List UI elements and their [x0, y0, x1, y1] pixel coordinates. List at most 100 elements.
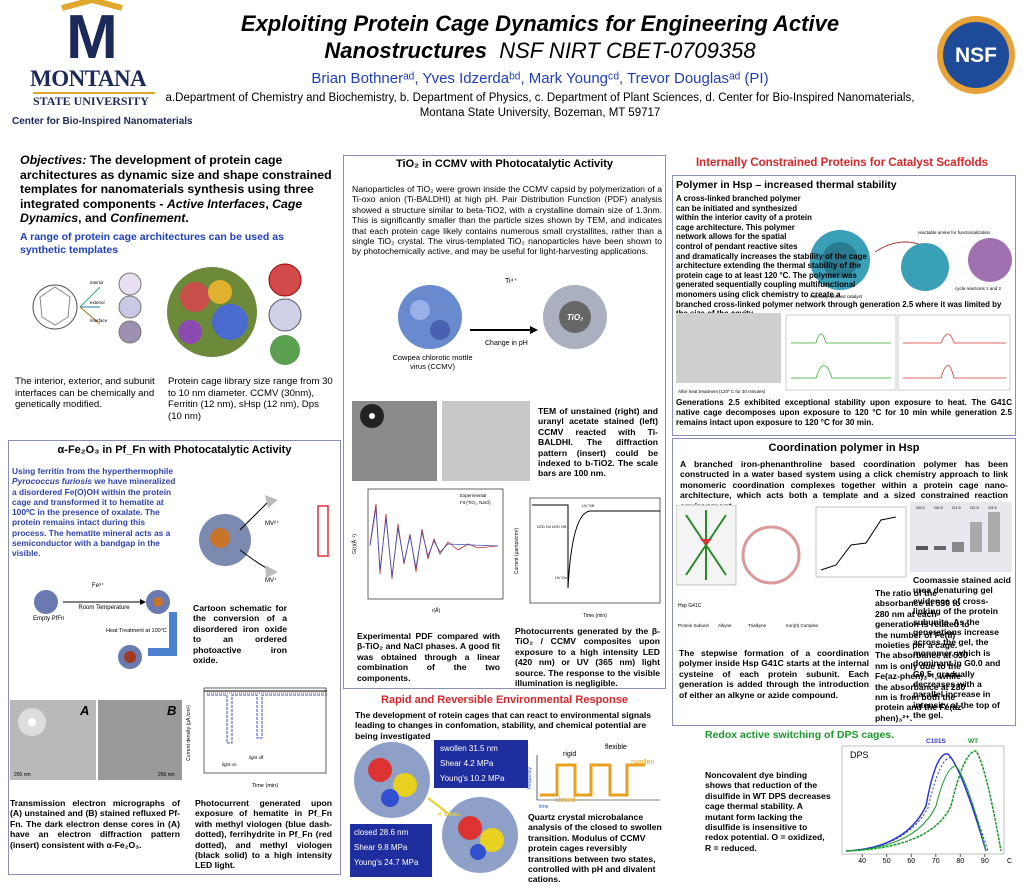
redox-text: Noncovalent dye binding shows that reduc… [705, 770, 831, 853]
fig-label: exterior [90, 300, 106, 305]
fe-tem: A B 200 nm 200 nm [10, 700, 182, 780]
tio2-scheme: Ti⁴⁺ Change in pH TiO₂ Cowpea chlorotic … [392, 278, 607, 371]
text: . [185, 211, 189, 226]
text: Cage Dynamics [20, 196, 303, 226]
affiliations: a.Department of Chemistry and Biochemist… [165, 92, 915, 119]
x-tick-label: 80 [956, 858, 964, 865]
fig-label: A [79, 703, 89, 718]
fig-label: flexible [605, 744, 627, 751]
tio2-text: Nanoparticles of TiO₂ were grown inside … [352, 184, 662, 257]
caption: The stepwise formation of a coordination… [679, 648, 869, 700]
fig-label: Hsp G41C [678, 603, 702, 609]
caption: Photocurrent generated upon exposure of … [195, 798, 332, 871]
logo-art: M [61, 0, 123, 72]
section-title: Internally Constrained Proteins for Cata… [695, 157, 989, 169]
panel-title: TiO₂ in CCMV with Photocatalytic Activit… [396, 158, 613, 170]
title: Exploiting Protein Cage Dynamics for Eng… [240, 11, 840, 63]
fig-label: < 1 sec. [438, 811, 462, 818]
fig-label: interface [90, 318, 108, 323]
logo-name: MONTANA [30, 66, 147, 91]
caption: Transmission electron micrographs of (A)… [10, 798, 180, 850]
legend-entry: Fit (TiO₂, NaCl) [460, 500, 491, 505]
fig-label: Iron(II) Complex [786, 623, 819, 628]
figure-space [876, 250, 1012, 298]
fig-label: swollen 31.5 nm [440, 744, 498, 753]
fig-label: Change in pH [485, 340, 528, 347]
axis-label: time [539, 804, 549, 810]
lane-label: G2.5 [970, 505, 979, 510]
fig-label: UV On [555, 575, 567, 580]
lane-label: G0.0 [916, 505, 925, 510]
fig-label: Ti⁴⁺ [505, 278, 518, 285]
section-title: Redox active switching of DPS cages. [705, 729, 895, 741]
fig-label: Shear 4.2 MPa [440, 759, 494, 768]
caption: Coomassie stained acid urea denaturing g… [913, 575, 1011, 721]
cage-library-figure: interior exterior interface [32, 263, 302, 365]
x-tick-label: 50 [883, 858, 891, 865]
objectives-lead: Objectives: [20, 153, 87, 167]
fig-label: Shear 9.8 MPa [354, 843, 408, 852]
tio2-photocurrent: LED On LED Off UV On UV Off Current (μam… [514, 497, 661, 619]
fig-label: MV²⁺ [265, 520, 279, 527]
fig-label: closed [555, 797, 575, 804]
panel-title: Coordination polymer in Hsp [768, 442, 920, 454]
axis-label: Current density (μA /cm²) [186, 705, 192, 761]
fig-label: light on [222, 762, 237, 767]
tio2-panel [343, 155, 666, 689]
rapid-figure: swollen 31.5 nm Shear 4.2 MPa Young's 10… [350, 740, 528, 877]
lane-label: G1.5 [952, 505, 961, 510]
logo: M MONTANA STATE UNIVERSITY Center for Bi… [0, 0, 193, 130]
fig-label: Protein Subunit [678, 623, 710, 628]
caption: Generations 2.5 exhibited exceptional st… [676, 398, 1012, 427]
rapid-text: The development of rotein cages that can… [355, 710, 652, 741]
internal-text: A cross-linked branched polymer can be i… [676, 194, 1012, 319]
caption: Cartoon schematic for the conversion of … [193, 603, 287, 666]
text: The development of protein cage architec… [20, 153, 332, 211]
fig-label: swollen [631, 759, 654, 766]
logo-sub: STATE UNIVERSITY [33, 92, 155, 109]
fig-label: light off [249, 755, 264, 760]
text: Active Interfaces [166, 196, 266, 211]
fig-label: LED On [537, 524, 551, 529]
fig-label: Empty PfFn [33, 616, 64, 622]
fe-photocurrent: Current density (μA /cm²) Time (min) lig… [186, 687, 327, 789]
tio2-tem [352, 401, 530, 481]
fe-panel [8, 440, 341, 875]
logo-center: Center for Bio-Inspired Nanomaterials [12, 116, 193, 127]
x-unit: C [1007, 858, 1012, 865]
fig-label: B [167, 703, 176, 718]
legend-entry: Experimental [460, 493, 486, 498]
fig-label: Young's 10.2 MPa [440, 774, 505, 783]
figure-space [812, 222, 1012, 250]
caption: Photocurrents generated by the β-TiO₂ / … [515, 626, 660, 689]
coord-figure: Hsp G41C Protein Subunit Alkyne Trialkyn… [676, 505, 907, 628]
text: A cross-linked branched polymer can be i… [676, 194, 1002, 318]
x-tick-label: 40 [858, 858, 866, 865]
fig-label: TiO₂ [567, 313, 583, 322]
x-tick-label: 60 [907, 858, 915, 865]
objectives: Objectives: The development of protein c… [20, 153, 338, 226]
nsf-text: NSF [955, 44, 997, 67]
fig-label: interior [90, 280, 104, 285]
fig-label: reactable amine for functionalization [918, 230, 991, 235]
fig-label: LED Off [552, 524, 567, 529]
internal-panel [672, 175, 1016, 436]
title-block: Exploiting Protein Cage Dynamics for Eng… [190, 10, 890, 64]
fig-label: Heat Treatment at 100°C [106, 628, 167, 634]
objectives-highlight: A range of protein cage architectures ca… [20, 231, 284, 256]
text: Pyrococcus furiosis [12, 476, 93, 487]
axis-label: frequency [527, 767, 533, 789]
fig-label: Cowpea chlorotic mottle virus (CCMV) [392, 353, 473, 371]
fig-label: rigid [563, 751, 576, 758]
x-tick-label: 70 [932, 858, 940, 865]
dps-chart: DPS C101S WT 40 50 60 70 80 90 C [841, 738, 1012, 865]
qcm-graph: flexible rigid swollen closed frequency … [527, 744, 660, 810]
axis-label: G(r)(Å⁻²) [351, 534, 358, 554]
panel-subtitle: Polymer in Hsp – increased thermal stabi… [676, 179, 897, 191]
caption: The interior, exterior, and subunit inte… [15, 376, 155, 411]
text: we have mineralized a disordered Fe(O)OH… [12, 476, 176, 558]
fig-label: Internally directed catalyst [810, 294, 863, 299]
fig-label: Room Temperature [78, 605, 130, 611]
fig-label: 200 nm [158, 772, 175, 778]
axis-label: Time (min) [583, 613, 607, 619]
